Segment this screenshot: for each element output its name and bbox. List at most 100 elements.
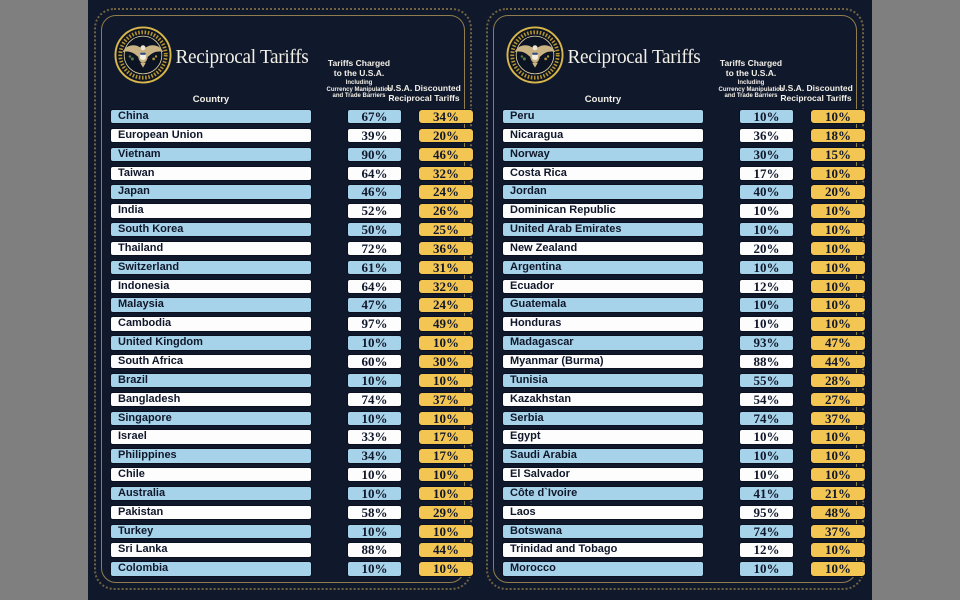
discounted-tariff-cell: 30% bbox=[418, 353, 474, 370]
charged-tariff-cell: 20% bbox=[739, 240, 794, 257]
discounted-tariff-cell: 10% bbox=[418, 410, 474, 426]
discounted-tariff-cell: 10% bbox=[810, 278, 866, 294]
charged-tariff-cell: 47% bbox=[347, 297, 402, 313]
country-rows: Peru 10% 10% Nicaragua 36% 18% Norway 30… bbox=[502, 109, 866, 577]
charged-tariff-cell: 10% bbox=[739, 448, 794, 464]
table-row: Morocco 10% 10% bbox=[502, 561, 866, 577]
table-row: Indonesia 64% 32% bbox=[110, 278, 474, 294]
charged-tariff-cell: 10% bbox=[347, 410, 402, 426]
country-cell: Malaysia bbox=[110, 297, 312, 313]
charged-tariff-cell: 10% bbox=[347, 485, 402, 502]
table-row: Malaysia 47% 24% bbox=[110, 297, 474, 313]
country-cell: Honduras bbox=[502, 316, 704, 332]
table-row: New Zealand 20% 10% bbox=[502, 240, 866, 257]
charged-tariff-cell: 58% bbox=[347, 504, 402, 521]
table-row: Myanmar (Burma) 88% 44% bbox=[502, 353, 866, 370]
tariff-board: Reciprocal Tariffs Tariffs Charged to th… bbox=[88, 0, 872, 600]
column-header-discounted: U.S.A. Discounted Reciprocal Tariffs bbox=[779, 83, 853, 103]
table-row: Dominican Republic 10% 10% bbox=[502, 203, 866, 219]
table-row: Honduras 10% 10% bbox=[502, 316, 866, 332]
table-row: Tunisia 55% 28% bbox=[502, 372, 866, 389]
charged-tariff-cell: 10% bbox=[739, 561, 794, 577]
charged-tariff-cell: 36% bbox=[739, 127, 794, 144]
table-row: El Salvador 10% 10% bbox=[502, 467, 866, 483]
discounted-tariff-cell: 10% bbox=[418, 561, 474, 577]
table-row: Saudi Arabia 10% 10% bbox=[502, 448, 866, 464]
presidential-seal-icon bbox=[114, 26, 172, 84]
country-cell: Madagascar bbox=[502, 335, 704, 351]
charged-tariff-cell: 52% bbox=[347, 203, 402, 219]
discounted-tariff-cell: 15% bbox=[810, 146, 866, 163]
table-row: India 52% 26% bbox=[110, 203, 474, 219]
charged-tariff-cell: 46% bbox=[347, 184, 402, 200]
discounted-tariff-cell: 32% bbox=[418, 165, 474, 181]
charged-tariff-cell: 10% bbox=[739, 297, 794, 313]
country-cell: United Arab Emirates bbox=[502, 222, 704, 238]
discounted-tariff-cell: 37% bbox=[418, 391, 474, 408]
discounted-tariff-cell: 10% bbox=[810, 467, 866, 483]
charged-tariff-cell: 30% bbox=[739, 146, 794, 163]
discounted-tariff-cell: 36% bbox=[418, 240, 474, 257]
discounted-tariff-cell: 10% bbox=[810, 109, 866, 125]
discounted-tariff-cell: 37% bbox=[810, 410, 866, 426]
country-cell: Nicaragua bbox=[502, 127, 704, 144]
charged-tariff-cell: 12% bbox=[739, 542, 794, 558]
discounted-tariff-cell: 26% bbox=[418, 203, 474, 219]
country-cell: Brazil bbox=[110, 372, 312, 389]
country-cell: South Korea bbox=[110, 222, 312, 238]
discounted-tariff-cell: 24% bbox=[418, 297, 474, 313]
table-row: Serbia 74% 37% bbox=[502, 410, 866, 426]
charged-tariff-cell: 10% bbox=[347, 523, 402, 539]
discounted-tariff-cell: 28% bbox=[810, 372, 866, 389]
charged-tariff-cell: 74% bbox=[739, 410, 794, 426]
country-cell: Argentina bbox=[502, 259, 704, 276]
charged-tariff-cell: 54% bbox=[739, 391, 794, 408]
discounted-tariff-cell: 10% bbox=[418, 467, 474, 483]
charged-tariff-cell: 10% bbox=[739, 316, 794, 332]
discounted-tariff-cell: 37% bbox=[810, 523, 866, 539]
panel-right: Reciprocal Tariffs Tariffs Charged to th… bbox=[486, 8, 866, 590]
country-cell: New Zealand bbox=[502, 240, 704, 257]
charged-tariff-cell: 10% bbox=[739, 259, 794, 276]
table-row: European Union 39% 20% bbox=[110, 127, 474, 144]
country-cell: Côte d`Ivoire bbox=[502, 485, 704, 502]
discounted-tariff-cell: 20% bbox=[418, 127, 474, 144]
charged-tariff-cell: 10% bbox=[739, 467, 794, 483]
country-cell: Philippines bbox=[110, 448, 312, 464]
table-row: Laos 95% 48% bbox=[502, 504, 866, 521]
charged-tariff-cell: 61% bbox=[347, 259, 402, 276]
discounted-tariff-cell: 10% bbox=[418, 485, 474, 502]
table-row: Costa Rica 17% 10% bbox=[502, 165, 866, 181]
discounted-tariff-cell: 48% bbox=[810, 504, 866, 521]
table-row: Singapore 10% 10% bbox=[110, 410, 474, 426]
discounted-tariff-cell: 47% bbox=[810, 335, 866, 351]
charged-tariff-cell: 10% bbox=[347, 372, 402, 389]
table-row: United Arab Emirates 10% 10% bbox=[502, 222, 866, 238]
table-row: Israel 33% 17% bbox=[110, 429, 474, 445]
discounted-tariff-cell: 18% bbox=[810, 127, 866, 144]
discounted-tariff-cell: 44% bbox=[418, 542, 474, 558]
discounted-tariff-cell: 21% bbox=[810, 485, 866, 502]
discounted-tariff-cell: 10% bbox=[810, 542, 866, 558]
country-cell: Sri Lanka bbox=[110, 542, 312, 558]
table-row: Turkey 10% 10% bbox=[110, 523, 474, 539]
charged-tariff-cell: 10% bbox=[739, 429, 794, 445]
charged-tariff-cell: 74% bbox=[347, 391, 402, 408]
charged-tariff-cell: 10% bbox=[739, 109, 794, 125]
panel-left: Reciprocal Tariffs Tariffs Charged to th… bbox=[94, 8, 474, 590]
charged-tariff-cell: 74% bbox=[739, 523, 794, 539]
discounted-tariff-cell: 46% bbox=[418, 146, 474, 163]
discounted-tariff-cell: 10% bbox=[810, 203, 866, 219]
country-rows: China 67% 34% European Union 39% 20% Vie… bbox=[110, 109, 474, 577]
charged-tariff-cell: 10% bbox=[347, 561, 402, 577]
discounted-tariff-cell: 10% bbox=[810, 561, 866, 577]
country-cell: Jordan bbox=[502, 184, 704, 200]
country-cell: Singapore bbox=[110, 410, 312, 426]
charged-tariff-cell: 55% bbox=[739, 372, 794, 389]
discounted-tariff-cell: 10% bbox=[810, 240, 866, 257]
discounted-tariff-cell: 49% bbox=[418, 316, 474, 332]
country-cell: European Union bbox=[110, 127, 312, 144]
table-row: Argentina 10% 10% bbox=[502, 259, 866, 276]
discounted-tariff-cell: 44% bbox=[810, 353, 866, 370]
